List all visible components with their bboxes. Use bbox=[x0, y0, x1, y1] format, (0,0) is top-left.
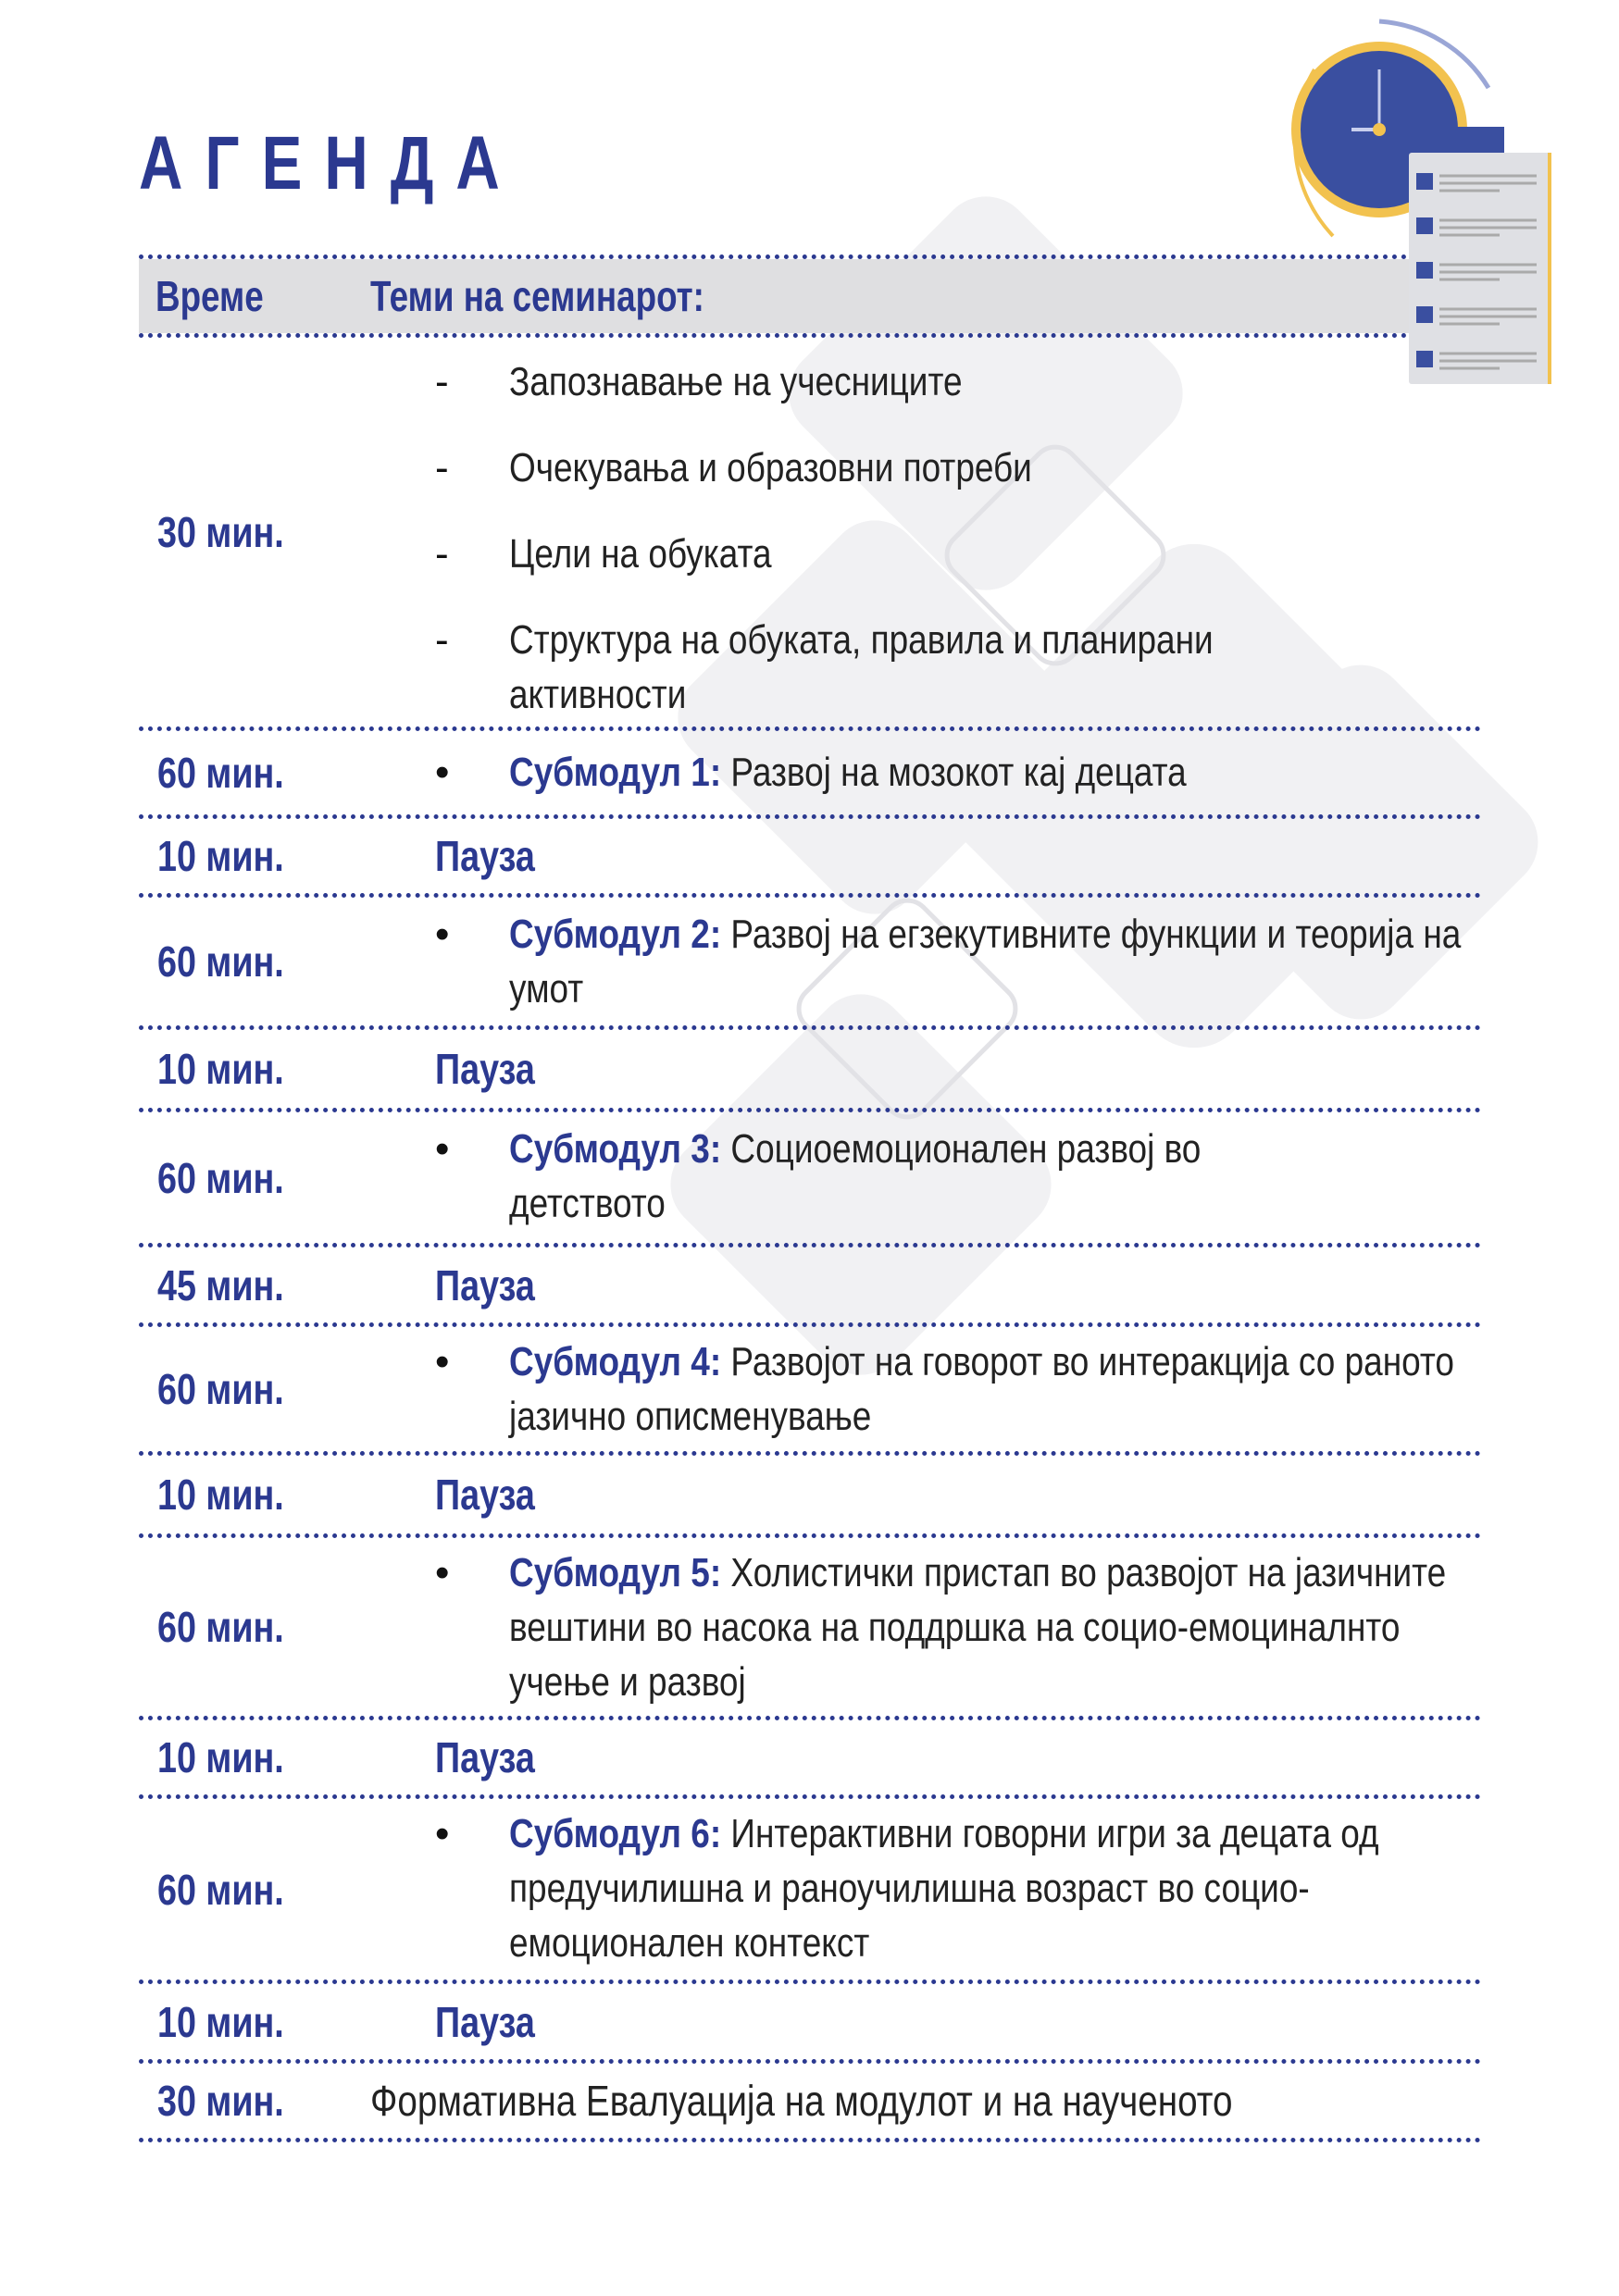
agenda-row: 30 мин. - Запознавање на учесниците - Очек… bbox=[139, 338, 1481, 731]
submodule-item: • Субмодул 3: Социоемоционален развој во … bbox=[370, 1122, 1481, 1231]
row-time: 10 мин. bbox=[157, 1471, 284, 1519]
submodule-item: • Субмодул 2: Развој на егзекутивните фун… bbox=[370, 907, 1481, 1016]
submodule-title: Холистички пристап во развојот на јазичн… bbox=[509, 1550, 1447, 1705]
row-time: 60 мин. bbox=[157, 1603, 284, 1651]
agenda-row: 45 мин. Пауза bbox=[139, 1247, 1481, 1327]
pause-label: Пауза bbox=[435, 1733, 535, 1781]
dash-marker: - bbox=[435, 445, 449, 490]
final-evaluation: Формативна Евалуација на модулот и на на… bbox=[370, 2077, 1233, 2125]
agenda-row: 10 мин. Пауза bbox=[139, 1720, 1481, 1799]
pause-label: Пауза bbox=[435, 832, 535, 880]
submodule-title: Социоемоционален развој во детството bbox=[509, 1126, 1202, 1226]
agenda-row: 10 мин. Пауза bbox=[139, 1456, 1481, 1538]
submodule-label: Субмодул 3: bbox=[509, 1126, 722, 1172]
agenda-row: 10 мин. Пауза bbox=[139, 1030, 1481, 1112]
row-time: 60 мин. bbox=[157, 1153, 284, 1202]
row-time: 60 мин. bbox=[157, 749, 284, 797]
clock-checklist-icon bbox=[1291, 19, 1551, 384]
submodule-label: Субмодул 6: bbox=[509, 1811, 722, 1856]
row-time: 10 мин. bbox=[157, 832, 284, 880]
submodule-label: Субмодул 4: bbox=[509, 1339, 722, 1384]
submodule-label: Субмодул 5: bbox=[509, 1550, 722, 1595]
row-time: 45 мин. bbox=[157, 1260, 284, 1309]
agenda-row: 60 мин. • Субмодул 3: Социоемоционален ра… bbox=[139, 1112, 1481, 1247]
submodule-item: • Субмодул 6: Интерактивни говорни игри з… bbox=[370, 1806, 1481, 1970]
submodule-item: • Субмодул 1: Развој на мозокот кај децат… bbox=[370, 745, 1481, 800]
row-time: 60 мин. bbox=[157, 1865, 284, 1914]
divider bbox=[139, 333, 1481, 338]
pause-label: Пауза bbox=[435, 1260, 535, 1309]
submodule-title: Развој на егзекутивните функции и теориј… bbox=[509, 912, 1462, 1011]
row-time: 30 мин. bbox=[157, 508, 284, 556]
pause-label: Пауза bbox=[435, 1997, 535, 2046]
agenda-row: 60 мин. • Субмодул 5: Холистички пристап … bbox=[139, 1538, 1481, 1720]
agenda-row: 30 мин. Формативна Евалуација на модулот… bbox=[139, 2064, 1481, 2142]
item-text: Очекувања и образовни потреби bbox=[509, 445, 1032, 490]
bullet-marker: • bbox=[435, 1811, 450, 1856]
list-item: - Структура на обуката, правила и планира… bbox=[370, 613, 1481, 722]
agenda-row: 60 мин. • Субмодул 1: Развој на мозокот к… bbox=[139, 731, 1481, 819]
submodule-item: • Субмодул 5: Холистички пристап во разво… bbox=[370, 1545, 1481, 1709]
divider bbox=[139, 254, 1481, 259]
item-text: Цели на обуката bbox=[509, 531, 772, 577]
agenda-row: 60 мин. • Субмодул 4: Развојот на говорот… bbox=[139, 1327, 1481, 1456]
list-item: - Цели на обуката bbox=[370, 527, 1481, 581]
bullet-marker: • bbox=[435, 912, 450, 957]
submodule-label: Субмодул 1: bbox=[509, 750, 722, 795]
topics-column-header: Теми на семинарот: bbox=[370, 272, 704, 320]
bullet-marker: • bbox=[435, 1550, 450, 1595]
pause-label: Пауза bbox=[435, 1471, 535, 1519]
agenda-row: 60 мин. • Субмодул 6: Интерактивни говорн… bbox=[139, 1799, 1481, 1984]
submodule-label: Субмодул 2: bbox=[509, 912, 722, 957]
submodule-title: Развој на мозокот кај децата bbox=[730, 750, 1187, 795]
dash-marker: - bbox=[435, 531, 449, 577]
submodule-item: • Субмодул 4: Развојот на говорот во инте… bbox=[370, 1334, 1481, 1444]
dash-marker: - bbox=[435, 617, 449, 663]
list-item: - Очекувања и образовни потреби bbox=[370, 441, 1481, 495]
agenda-row: 10 мин. Пауза bbox=[139, 1984, 1481, 2064]
time-column-header: Време bbox=[156, 272, 264, 320]
row-time: 60 мин. bbox=[157, 1365, 284, 1413]
bullet-marker: • bbox=[435, 1339, 450, 1384]
row-time: 30 мин. bbox=[157, 2077, 284, 2125]
row-time: 10 мин. bbox=[157, 1733, 284, 1781]
item-text: Структура на обуката, правила и планиран… bbox=[509, 617, 1214, 717]
pause-label: Пауза bbox=[435, 1045, 535, 1093]
row-time: 10 мин. bbox=[157, 1045, 284, 1093]
bullet-marker: • bbox=[435, 1126, 450, 1172]
page-title: АГЕНДА bbox=[139, 121, 522, 205]
submodule-title: Интерактивни говорни игри за децата од п… bbox=[509, 1811, 1379, 1966]
list-item: - Запознавање на учесниците bbox=[370, 354, 1481, 409]
agenda-table: Време Теми на семинарот: 30 мин. - Запозн… bbox=[139, 254, 1481, 2142]
dash-marker: - bbox=[435, 359, 449, 404]
agenda-row: 10 мин. Пауза bbox=[139, 819, 1481, 898]
agenda-row: 60 мин. • Субмодул 2: Развој на егзекутив… bbox=[139, 898, 1481, 1030]
submodule-title: Развојот на говорот во интеракција со ра… bbox=[509, 1339, 1454, 1439]
row-time: 60 мин. bbox=[157, 937, 284, 986]
item-text: Запознавање на учесниците bbox=[509, 359, 963, 404]
row-time: 10 мин. bbox=[157, 1997, 284, 2046]
bullet-marker: • bbox=[435, 750, 450, 795]
table-header: Време Теми на семинарот: bbox=[139, 259, 1481, 333]
